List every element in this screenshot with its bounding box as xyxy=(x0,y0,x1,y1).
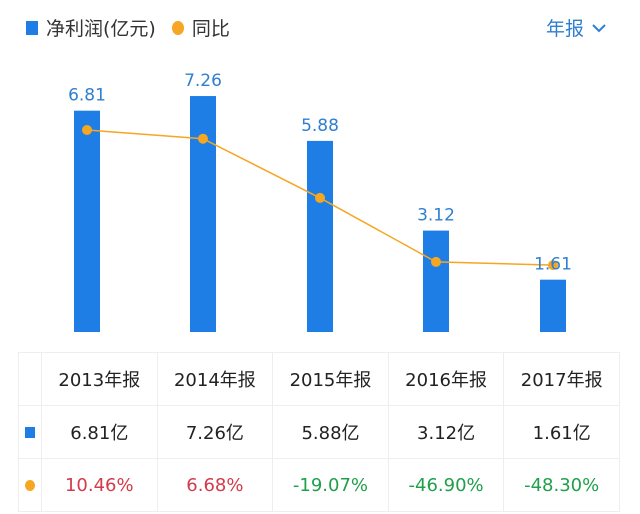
data-table: 2013年报 2014年报 2015年报 2016年报 2017年报 6.81亿 7.26… xyxy=(18,352,620,512)
yoy-point xyxy=(198,133,208,144)
chart-plot: 6.81 7.26 5.88 3.12 1.61 xyxy=(68,71,572,332)
headers-cell: 2017年报 xyxy=(503,352,620,406)
bar-legend-label: 净利润(亿元) xyxy=(46,18,156,40)
chevron-down-icon xyxy=(592,23,606,32)
bar xyxy=(307,140,333,332)
yoy-point xyxy=(82,125,92,135)
yoy-point xyxy=(548,260,558,271)
profit-row-cell: 3.12亿 xyxy=(387,405,505,459)
yoy-row-cell: -46.90% xyxy=(387,458,505,512)
profit-row-cell: 1.61亿 xyxy=(503,405,620,459)
bar xyxy=(190,96,216,332)
yoy-row-cell: -48.30% xyxy=(503,458,620,512)
table-row-yoy: 10.46% 6.68% -19.07% -46.90% -48.30% xyxy=(18,458,620,512)
yoy-row-cell: 6.68% xyxy=(156,458,274,512)
table-row-profit: 6.81亿 7.26亿 5.88亿 3.12亿 1.61亿 xyxy=(18,405,620,459)
headers-cell: 2014年报 xyxy=(156,352,274,406)
bar-value-label: 5.88 xyxy=(301,116,339,136)
legend: 净利润(亿元) 同比 xyxy=(26,14,230,41)
bar-value-label: 7.26 xyxy=(184,71,222,91)
bar-value-label: 1.61 xyxy=(534,255,572,275)
profit-row-cell: 5.88亿 xyxy=(272,405,389,459)
headers-cell: 2015年报 xyxy=(272,352,389,406)
bar-legend-swatch xyxy=(26,20,38,35)
bar xyxy=(423,230,449,332)
period-label: 年报 xyxy=(545,18,584,40)
yoy-row-cell: -19.07% xyxy=(272,458,389,512)
yoy-row-cell: 10.46% xyxy=(41,458,158,512)
profit-row-cell: 6.81亿 xyxy=(41,405,158,459)
headers-cell: 2013年报 xyxy=(41,352,158,406)
table-header-row: 2013年报 2014年报 2015年报 2016年报 2017年报 xyxy=(18,352,620,406)
yoy-point xyxy=(431,256,441,267)
headers-cell: 2016年报 xyxy=(387,352,505,406)
bar-value-label: 6.81 xyxy=(68,86,106,106)
line-legend-label: 同比 xyxy=(191,18,230,40)
bar-row-marker xyxy=(18,405,42,459)
yoy-point xyxy=(315,192,325,203)
table-corner xyxy=(18,352,42,406)
period-selector[interactable]: 年报 xyxy=(546,14,606,41)
bar-value-label: 3.12 xyxy=(417,206,455,226)
line-row-marker xyxy=(18,458,42,512)
bar xyxy=(74,110,100,332)
line-legend-swatch xyxy=(171,20,184,35)
bar xyxy=(540,279,566,332)
profit-row-cell: 7.26亿 xyxy=(156,405,274,459)
